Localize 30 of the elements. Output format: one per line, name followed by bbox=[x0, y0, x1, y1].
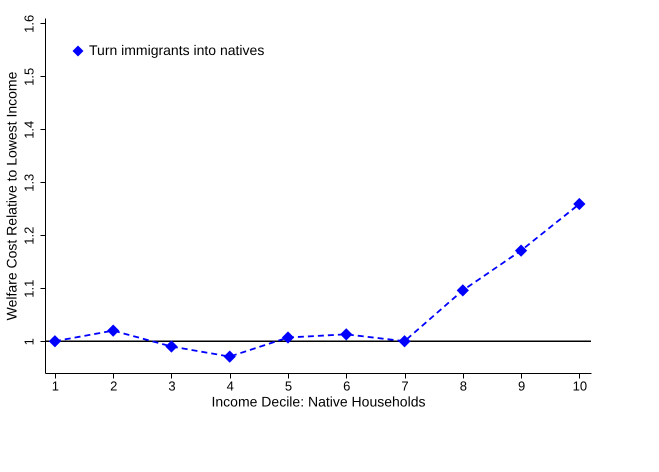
y-tick-label: 1.6 bbox=[22, 14, 36, 33]
point bbox=[224, 350, 236, 363]
point bbox=[573, 198, 586, 210]
point bbox=[48, 335, 62, 348]
y-tick-label: 1.2 bbox=[22, 226, 36, 245]
y-tick-label: 1.1 bbox=[22, 280, 36, 298]
x-tick-label: 7 bbox=[401, 378, 409, 394]
x-tick-label: 4 bbox=[226, 378, 234, 394]
x-tick-label: 9 bbox=[518, 378, 526, 394]
y-tick-label: 1.3 bbox=[22, 174, 36, 192]
x-tick-label: 10 bbox=[572, 378, 588, 394]
x-tick-label: 8 bbox=[460, 378, 467, 394]
point bbox=[282, 331, 294, 344]
point bbox=[107, 324, 120, 337]
y-tick-label: 1 bbox=[22, 338, 36, 346]
x-tick-label: 2 bbox=[110, 378, 118, 394]
x-tick-label: 6 bbox=[343, 378, 350, 394]
x-tick-label: 5 bbox=[284, 378, 292, 394]
x-axis-title: Income Decile: Native Households bbox=[212, 394, 426, 410]
point bbox=[340, 328, 352, 340]
point bbox=[398, 335, 411, 348]
x-tick-label: 3 bbox=[168, 378, 176, 394]
y-axis-title: Welfare Cost Relative to Lowest Income bbox=[4, 71, 20, 320]
point bbox=[456, 284, 469, 296]
point bbox=[165, 340, 178, 353]
legend-label: Turn immigrants into natives bbox=[89, 42, 264, 58]
y-tick-label: 1.5 bbox=[22, 68, 36, 86]
point bbox=[514, 244, 528, 257]
x-tick-label: 1 bbox=[52, 378, 60, 394]
y-tick-label: 1.4 bbox=[22, 120, 36, 139]
